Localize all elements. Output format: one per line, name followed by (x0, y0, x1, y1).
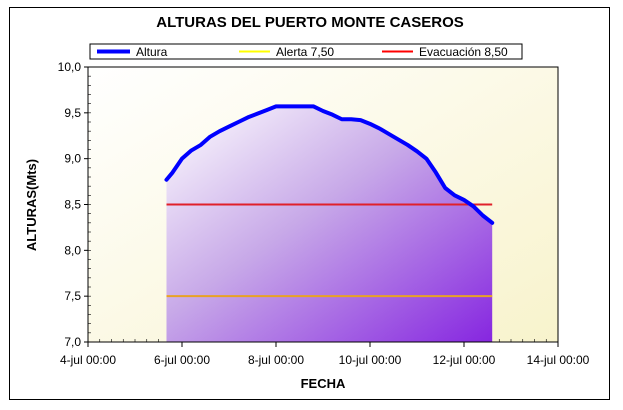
y-axis: 7,0 7,5 8,0 8,5 9,0 9,5 10,0 (58, 60, 88, 349)
y-tick-label: 7,0 (64, 335, 81, 349)
altura-line (164, 104, 495, 225)
y-tick-label: 8,0 (64, 243, 81, 257)
legend: Altura Alerta 7,50 Evacuación 8,50 (89, 43, 523, 60)
legend-label-evacuacion: Evacuación 8,50 (419, 45, 508, 59)
y-axis-title: ALTURAS(Mts) (24, 159, 39, 251)
x-axis-title: FECHA (301, 376, 346, 391)
x-tick-label: 10-jul 00:00 (339, 353, 402, 367)
x-axis: 4-jul 00:00 6-jul 00:00 8-jul 00:00 10-jul … (60, 342, 590, 367)
x-tick-label: 14-jul 00:00 (527, 353, 590, 367)
y-tick-label: 7,5 (64, 289, 81, 303)
y-tick-label: 8,5 (64, 198, 81, 212)
legend-label-altura: Altura (136, 45, 168, 59)
legend-box (89, 43, 523, 60)
x-tick-label: 6-jul 00:00 (154, 353, 210, 367)
x-tick-label: 8-jul 00:00 (248, 353, 304, 367)
y-tick-label: 9,0 (64, 152, 81, 166)
y-tick-label: 9,5 (64, 106, 81, 120)
x-tick-label: 12-jul 00:00 (433, 353, 496, 367)
chart-title: ALTURAS DEL PUERTO MONTE CASEROS (156, 14, 464, 31)
y-tick-label: 10,0 (58, 60, 82, 74)
altura-area (166, 106, 493, 343)
x-tick-label: 4-jul 00:00 (60, 353, 116, 367)
legend-label-alerta: Alerta 7,50 (276, 45, 334, 59)
